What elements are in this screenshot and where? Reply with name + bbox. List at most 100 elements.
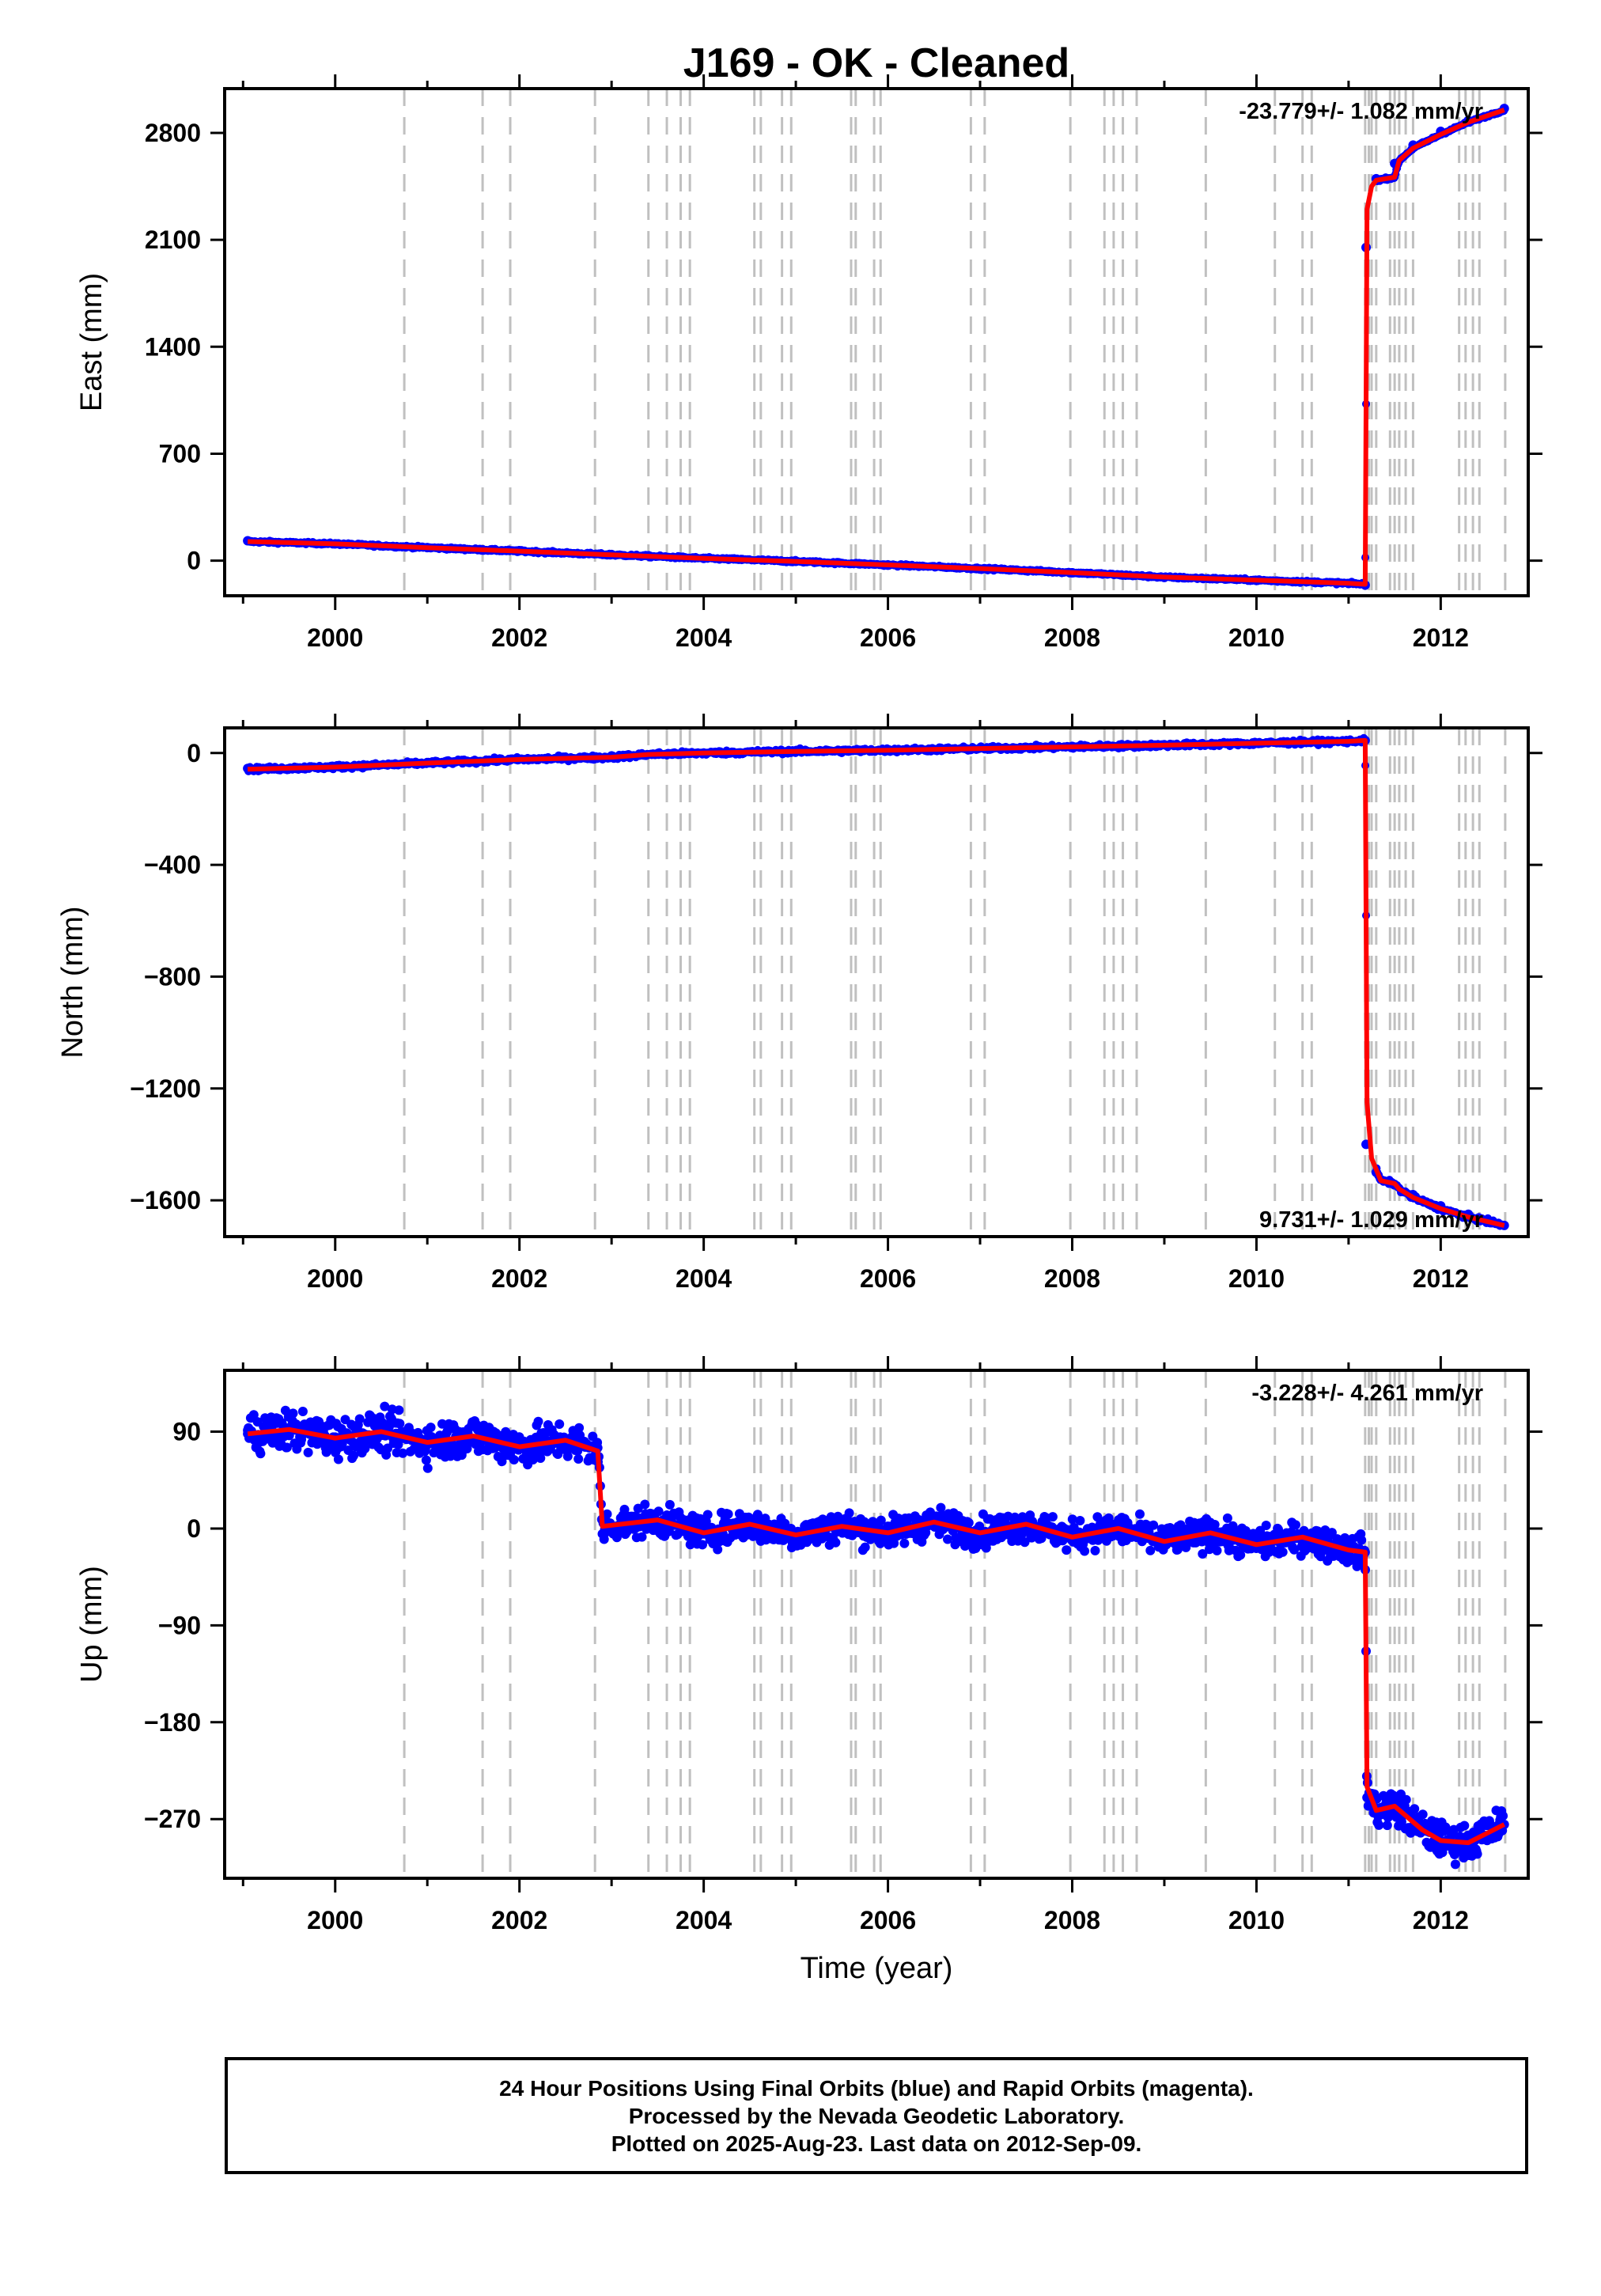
position-dot bbox=[1075, 1516, 1085, 1525]
position-dot bbox=[653, 1506, 664, 1517]
up-panel: 2000 2002 2004 2006 2008 2010 2012900−90−180−2… bbox=[75, 1356, 1542, 1985]
position-dot bbox=[664, 1499, 675, 1510]
position-dot bbox=[426, 1423, 436, 1433]
position-dot bbox=[713, 1544, 723, 1555]
position-dot bbox=[1209, 1520, 1220, 1529]
model-fit-line bbox=[248, 737, 1505, 1228]
x-tick-label: 2012 bbox=[1413, 1264, 1469, 1293]
x-tick-label: 2008 bbox=[1044, 623, 1100, 652]
position-dot bbox=[1062, 1545, 1072, 1555]
x-tick-label: 2000 bbox=[307, 1264, 363, 1293]
position-dot bbox=[394, 1405, 404, 1415]
position-dot bbox=[533, 1416, 543, 1426]
y-axis-title: East (mm) bbox=[75, 273, 108, 411]
position-dot bbox=[248, 1410, 259, 1420]
y-tick-label: 0 bbox=[187, 547, 201, 575]
position-dot bbox=[255, 1449, 266, 1459]
position-dot bbox=[349, 1450, 358, 1461]
position-dot bbox=[422, 1463, 433, 1473]
y-tick-label: −400 bbox=[144, 851, 201, 879]
position-dot bbox=[573, 1454, 584, 1464]
y-tick-label: 1400 bbox=[145, 332, 201, 361]
position-dot bbox=[297, 1407, 308, 1416]
position-dot bbox=[1135, 1509, 1145, 1519]
position-dot bbox=[282, 1442, 292, 1453]
x-tick-label: 2010 bbox=[1228, 1264, 1285, 1293]
position-dot bbox=[497, 1457, 507, 1467]
position-dot bbox=[554, 1419, 565, 1429]
position-dots bbox=[243, 733, 1509, 1230]
position-dot bbox=[1222, 1513, 1232, 1523]
position-dot bbox=[889, 1538, 899, 1548]
position-dot bbox=[1145, 1545, 1156, 1555]
position-dot bbox=[619, 1504, 630, 1514]
position-dot bbox=[1212, 1545, 1222, 1555]
chart-title: J169 - OK - Cleaned bbox=[683, 40, 1069, 86]
position-dot bbox=[899, 1538, 910, 1548]
position-dot bbox=[421, 1455, 431, 1465]
velocity-label: -23.779+/- 1.082 mm/yr bbox=[1239, 99, 1483, 124]
position-dots bbox=[243, 104, 1509, 590]
north-panel: 2000 2002 2004 2006 2008 2010 2012 0 −400 −800 −12… bbox=[56, 714, 1542, 1293]
plot-frame bbox=[223, 726, 1530, 1238]
x-tick-label: 2006 bbox=[860, 1264, 916, 1293]
x-tick-label: 2012 bbox=[1413, 623, 1469, 652]
position-dot bbox=[860, 1542, 870, 1552]
position-dot bbox=[1047, 1512, 1058, 1522]
y-axis-title: North (mm) bbox=[56, 906, 89, 1058]
position-dot bbox=[395, 1419, 405, 1429]
y-tick-label: −1600 bbox=[130, 1186, 201, 1214]
plot-frame bbox=[223, 87, 1530, 597]
x-tick-label: 2006 bbox=[860, 623, 916, 652]
position-dot bbox=[288, 1408, 298, 1419]
y-tick-label: 2100 bbox=[145, 225, 201, 254]
position-dot bbox=[1261, 1521, 1271, 1530]
x-tick-label: 2004 bbox=[676, 623, 732, 652]
position-dot bbox=[844, 1508, 854, 1518]
position-dot bbox=[1291, 1520, 1300, 1530]
position-dot bbox=[437, 1419, 447, 1429]
position-dot bbox=[354, 1414, 365, 1424]
position-dot bbox=[1080, 1546, 1090, 1556]
position-dot bbox=[1289, 1544, 1300, 1555]
position-dot bbox=[1198, 1549, 1208, 1559]
position-dot bbox=[536, 1453, 546, 1463]
model-fit-line bbox=[248, 108, 1505, 587]
position-dot bbox=[698, 1540, 707, 1550]
position-dot bbox=[1236, 1550, 1246, 1560]
position-dot bbox=[702, 1510, 713, 1520]
position-dot bbox=[303, 1447, 313, 1457]
position-dot bbox=[380, 1401, 390, 1411]
position-dot bbox=[501, 1426, 511, 1437]
position-dot bbox=[1277, 1547, 1288, 1557]
position-dot bbox=[462, 1444, 472, 1453]
position-dot bbox=[723, 1509, 733, 1519]
y-tick-label: 2800 bbox=[145, 119, 201, 147]
position-dot bbox=[637, 1532, 647, 1542]
position-dots bbox=[243, 1401, 1509, 1870]
position-dot bbox=[398, 1448, 408, 1458]
y-tick-label: −800 bbox=[144, 962, 201, 991]
x-tick-label: 2008 bbox=[1044, 1264, 1100, 1293]
y-tick-label: 0 bbox=[187, 739, 201, 767]
position-dot bbox=[876, 1515, 886, 1525]
x-tick-label: 2004 bbox=[676, 1264, 732, 1293]
east-panel: 2000 2002 2004 2006 2008 2010 2012070014002100… bbox=[75, 74, 1542, 652]
position-dot bbox=[936, 1502, 946, 1513]
x-tick-label: 2000 bbox=[307, 623, 363, 652]
position-dot bbox=[360, 1443, 370, 1453]
position-dot bbox=[963, 1517, 974, 1528]
position-dot bbox=[509, 1455, 519, 1464]
position-dot bbox=[573, 1445, 583, 1456]
y-tick-label: −1200 bbox=[130, 1074, 201, 1103]
position-dot bbox=[943, 1534, 952, 1544]
position-dot bbox=[831, 1537, 841, 1548]
x-tick-label: 2010 bbox=[1228, 623, 1285, 652]
position-dot bbox=[1090, 1545, 1100, 1555]
x-tick-label: 2002 bbox=[491, 1264, 547, 1293]
position-dot bbox=[1020, 1537, 1030, 1548]
position-dot bbox=[640, 1499, 650, 1510]
velocity-label: 9.731+/- 1.029 mm/yr bbox=[1259, 1207, 1483, 1233]
position-dot bbox=[1067, 1514, 1077, 1525]
